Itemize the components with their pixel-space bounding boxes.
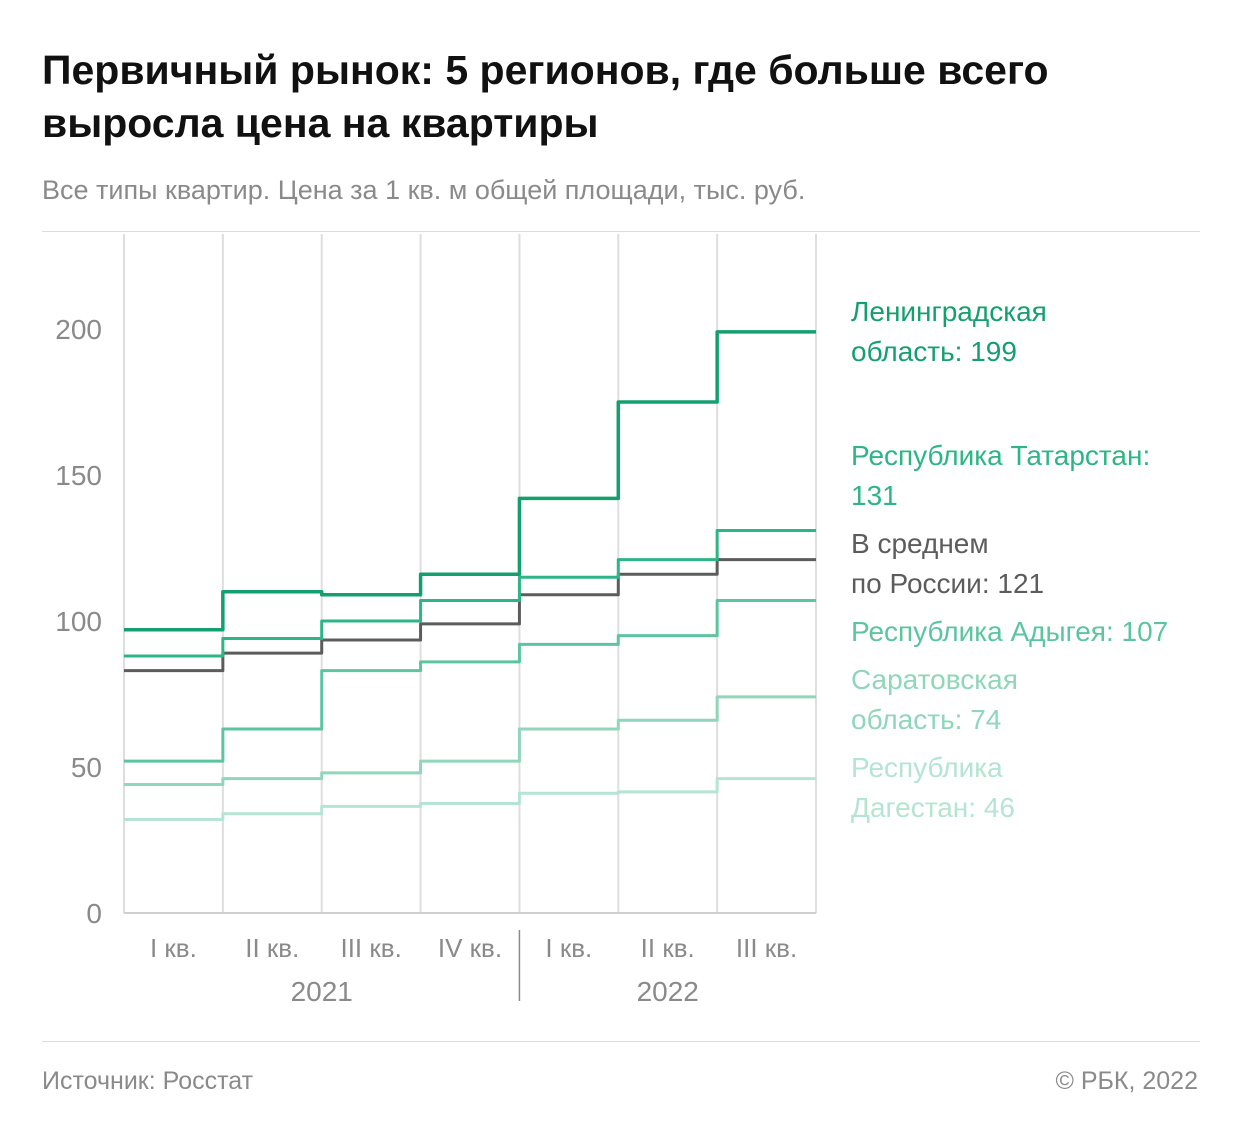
x-tick-label: I кв.	[150, 933, 197, 963]
series-label: Республика Адыгея: 107	[851, 616, 1168, 647]
series-labels: Республика Дагестан: 46 Саратовская область…	[851, 296, 1168, 823]
x-tick-label: II кв.	[245, 933, 299, 963]
series-line	[124, 330, 816, 632]
x-tick-label: III кв.	[736, 933, 797, 963]
series-line	[124, 558, 816, 673]
y-tick-label: 200	[55, 314, 102, 345]
series-label: Республика Татарстан: 131	[851, 440, 1150, 511]
y-axis-ticks: 0 50 100 150 200	[55, 314, 102, 929]
series-line	[124, 528, 816, 658]
series-line	[124, 695, 816, 787]
source-note: Источник: Росстат	[42, 1067, 254, 1095]
chart-title: Первичный рынок: 5 регионов, где больше …	[42, 47, 1049, 146]
series-label: Саратовская область: 74	[851, 664, 1018, 735]
chart-subtitle: Все типы квартир. Цена за 1 кв. м общей …	[42, 175, 806, 205]
copyright: © РБК, 2022	[1055, 1067, 1198, 1095]
x-tick-label: IV кв.	[438, 933, 502, 963]
series-line	[124, 777, 816, 822]
series-lines	[124, 330, 816, 822]
series-label: В среднем по России: 121	[851, 528, 1044, 599]
x-tick-label: III кв.	[340, 933, 401, 963]
x-tick-label: I кв.	[545, 933, 592, 963]
series-label: Республика Дагестан: 46	[851, 752, 1015, 823]
top-divider	[42, 231, 1200, 232]
year-label: 2022	[637, 976, 699, 1007]
bottom-divider	[42, 1041, 1200, 1042]
y-tick-label: 100	[55, 606, 102, 637]
y-tick-label: 50	[71, 752, 102, 783]
y-tick-label: 0	[86, 898, 102, 929]
y-tick-label: 150	[55, 460, 102, 491]
x-axis-ticks: I кв. II кв. III кв. IV кв. I кв. II кв. III к…	[150, 930, 797, 1007]
x-tick-label: II кв.	[641, 933, 695, 963]
series-line	[124, 599, 816, 763]
series-label: Ленинградская область: 199	[851, 296, 1047, 367]
year-label: 2021	[291, 976, 353, 1007]
